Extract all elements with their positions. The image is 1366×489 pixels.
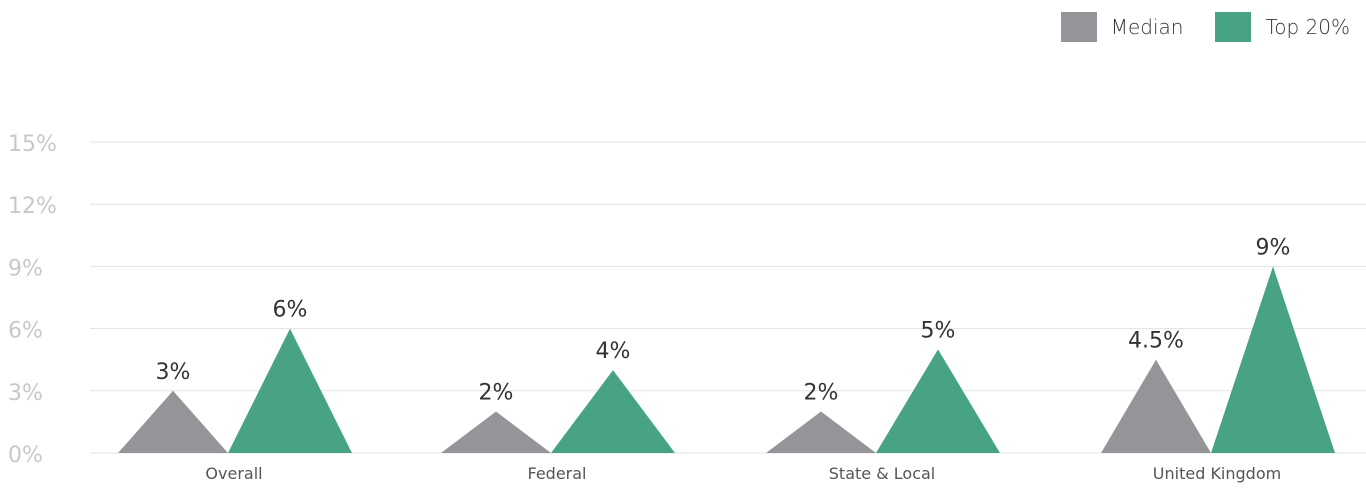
median-triangle xyxy=(766,411,876,453)
median-value-label: 3% xyxy=(156,360,191,385)
top20-value-label: 4% xyxy=(596,339,631,364)
top20-value-label: 6% xyxy=(273,298,308,323)
legend-item-top20: Top 20% xyxy=(1215,12,1350,42)
legend-swatch-median xyxy=(1060,12,1097,42)
median-value-label: 4.5% xyxy=(1128,329,1184,354)
legend-label-median: Median xyxy=(1110,15,1184,39)
top20-triangle xyxy=(1211,266,1335,453)
y-tick-label: 12% xyxy=(8,194,57,219)
median-triangle xyxy=(441,411,551,453)
top20-value-label: 9% xyxy=(1256,235,1291,260)
category-label: Overall xyxy=(205,464,262,483)
median-value-label: 2% xyxy=(479,381,514,406)
legend-item-median: Median xyxy=(1060,12,1184,42)
top20-value-label: 5% xyxy=(921,318,956,343)
legend: Median Top 20% xyxy=(1060,12,1350,42)
category-label: United Kingdom xyxy=(1153,464,1281,483)
y-tick-label: 9% xyxy=(8,256,43,281)
top20-triangle xyxy=(876,349,1000,453)
median-triangle xyxy=(1101,359,1211,453)
legend-label-top20: Top 20% xyxy=(1265,15,1350,39)
y-tick-label: 3% xyxy=(8,381,43,406)
y-tick-label: 6% xyxy=(8,319,43,344)
legend-swatch-top20 xyxy=(1215,12,1252,42)
y-tick-label: 0% xyxy=(8,443,43,468)
median-triangle xyxy=(118,390,228,453)
category-label: Federal xyxy=(528,464,587,483)
category-label: State & Local xyxy=(829,464,935,483)
median-value-label: 2% xyxy=(804,381,839,406)
top20-triangle xyxy=(228,328,352,453)
y-tick-label: 15% xyxy=(8,132,57,157)
top20-triangle xyxy=(551,370,675,453)
